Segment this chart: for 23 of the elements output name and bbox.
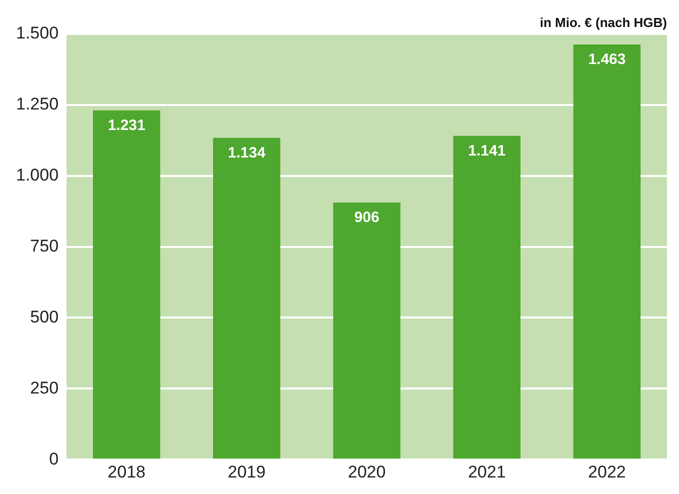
y-tick-label: 1.000 [16,166,59,185]
x-tick-label: 2018 [108,462,146,482]
x-tick-label: 2022 [588,462,626,482]
data-label: 1.463 [588,51,626,68]
bar [573,44,641,459]
bar [333,202,400,459]
data-label: 1.231 [108,116,146,134]
bar [213,138,280,459]
bar [92,110,160,459]
y-tick-label: 0 [49,449,59,468]
y-tick-label: 500 [30,307,59,326]
data-label: 1.134 [228,144,266,162]
x-tick-label: 2019 [228,462,266,482]
y-tick-label: 250 [30,378,59,398]
y-tick-label: 750 [30,236,59,256]
data-label: 1.141 [468,142,506,160]
bar [453,136,520,459]
y-axis-title: in Mio. € (nach HGB) [540,15,667,30]
x-tick-label: 2020 [348,462,386,482]
y-tick-label: 1.500 [16,24,59,43]
x-tick-label: 2021 [468,462,506,482]
data-label: 906 [354,209,380,226]
y-tick-label: 1.250 [16,94,59,114]
